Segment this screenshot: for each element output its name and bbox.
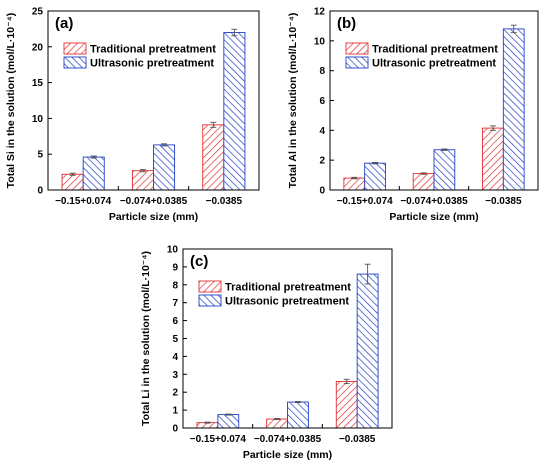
- y-tick-label: 20: [32, 42, 44, 53]
- x-tick-label: −0.074+0.0385: [120, 196, 188, 207]
- legend-swatch: [63, 56, 87, 69]
- y-tick-label: 6: [172, 316, 178, 327]
- y-tick-label: 8: [319, 66, 325, 77]
- bar: [412, 173, 435, 191]
- y-tick-label: 8: [172, 280, 178, 291]
- x-tick-label: −0.074+0.0385: [254, 434, 322, 445]
- bar: [356, 273, 379, 429]
- legend-label: Ultrasonic pretreatment: [90, 58, 214, 70]
- bar: [502, 28, 525, 191]
- x-axis-title: Particle size (mm): [243, 449, 332, 461]
- y-tick-label: 25: [32, 7, 44, 18]
- x-axis-title: Particle size (mm): [109, 211, 198, 223]
- y-axis-title: Total Li in the solution (mol/L·10⁻⁴): [140, 251, 152, 426]
- bar: [266, 418, 288, 429]
- y-tick-label: 4: [172, 352, 178, 363]
- y-tick-label: 10: [314, 36, 326, 47]
- bar: [131, 170, 154, 191]
- bar: [287, 401, 309, 429]
- y-tick-label: 2: [172, 388, 178, 399]
- panel-label: (b): [337, 15, 356, 32]
- bar: [202, 124, 225, 191]
- y-tick-label: 15: [32, 78, 44, 89]
- y-tick-label: 5: [37, 150, 43, 161]
- y-tick-label: 0: [319, 186, 325, 197]
- y-tick-label: 10: [32, 114, 44, 125]
- bar: [223, 32, 246, 191]
- y-tick-label: 4: [319, 126, 325, 137]
- y-axis-title: Total Al in the solution (mol/L·10⁻⁴): [287, 13, 299, 189]
- x-tick-label: −0.15+0.074: [337, 196, 394, 207]
- legend-label: Traditional pretreatment: [372, 44, 498, 56]
- legend-swatch: [345, 42, 369, 55]
- chart-panel: −0.15+0.074 −0.074+0.0385 −0.0385 0 5 10 15 20 2…: [5, 7, 260, 223]
- y-tick-label: 1: [172, 406, 178, 417]
- x-axis-title: Particle size (mm): [389, 211, 478, 223]
- y-tick-label: 3: [172, 370, 178, 381]
- y-tick-label: 12: [314, 7, 326, 18]
- bar: [482, 127, 504, 191]
- legend-label: Traditional pretreatment: [225, 282, 351, 294]
- bar: [433, 149, 456, 191]
- legend-label: Traditional pretreatment: [90, 44, 216, 56]
- legend-label: Ultrasonic pretreatment: [225, 296, 349, 308]
- chart-panel: −0.15+0.074 −0.074+0.0385 −0.0385 0 2 4 6 8 10 12…: [287, 7, 539, 223]
- bar: [61, 173, 84, 191]
- y-tick-label: 10: [167, 245, 179, 256]
- bar: [335, 381, 358, 429]
- panel-label: (a): [55, 15, 73, 32]
- y-tick-label: 5: [172, 334, 178, 345]
- x-tick-label: −0.15+0.074: [55, 196, 112, 207]
- y-tick-label: 2: [319, 156, 325, 167]
- y-tick-label: 7: [172, 298, 178, 309]
- bar: [343, 177, 366, 191]
- x-tick-label: −0.0385: [206, 196, 243, 207]
- legend-swatch: [198, 280, 222, 293]
- x-tick-label: −0.15+0.074: [190, 434, 247, 445]
- x-tick-label: −0.0385: [339, 434, 376, 445]
- x-tick-label: −0.0385: [485, 196, 522, 207]
- legend-swatch: [63, 42, 87, 55]
- y-tick-label: 9: [172, 262, 178, 273]
- x-tick-label: −0.074+0.0385: [400, 196, 468, 207]
- legend-swatch: [198, 294, 222, 307]
- legend-label: Ultrasonic pretreatment: [372, 58, 496, 70]
- legend-swatch: [345, 56, 369, 69]
- bar: [364, 162, 386, 191]
- bar: [82, 156, 105, 191]
- plot-frame: [47, 10, 260, 191]
- bar: [217, 414, 240, 429]
- bar: [153, 144, 176, 191]
- y-tick-label: 6: [319, 96, 325, 107]
- y-tick-label: 0: [172, 424, 178, 435]
- y-axis-title: Total Si in the solution (mol/L·10⁻⁴): [5, 13, 17, 189]
- panel-label: (c): [190, 253, 208, 270]
- y-tick-label: 0: [37, 186, 43, 197]
- chart-panel: −0.15+0.074 −0.074+0.0385 −0.0385 0 1 2 3 4 5 6 7 8…: [140, 245, 393, 461]
